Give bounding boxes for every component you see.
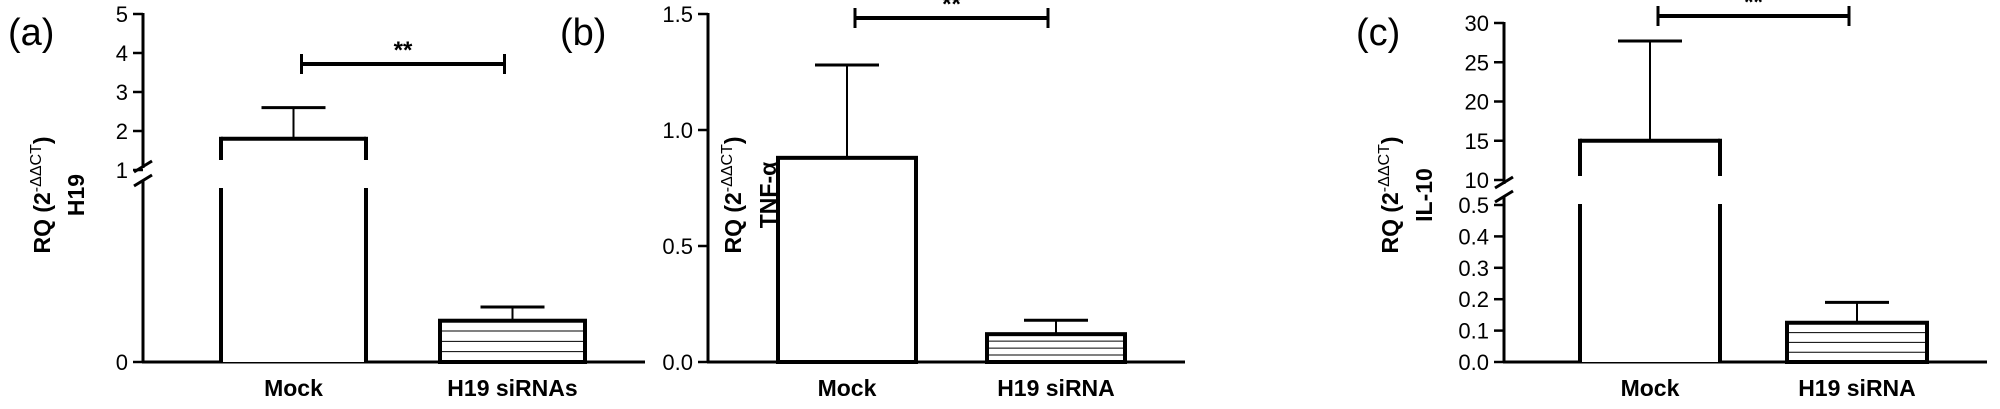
axis-break-mark — [1494, 189, 1514, 204]
y-axis-title-base: RQ (2 — [1377, 192, 1403, 253]
y-axis-gene-label: IL-10 — [1411, 168, 1437, 222]
chart-panel-3: (c) 10 15 20 25 30 0.0 0.1 0.2 0.3 0.4 0.5 Mock H19 s… — [1356, 0, 1987, 401]
y-axis-title-superscript: -ΔΔCT — [28, 144, 45, 192]
bar-fill — [221, 138, 366, 362]
x-category-label: Mock — [1621, 375, 1680, 401]
y-tick-label: 1.5 — [662, 2, 693, 27]
y-tick-label: 0.5 — [662, 234, 693, 259]
y-tick-label: 30 — [1465, 11, 1489, 36]
y-axis-title-close: ) — [29, 136, 55, 144]
panel-label: (a) — [8, 12, 54, 54]
y-axis-title-close: ) — [1377, 136, 1403, 144]
y-tick-label: 0.0 — [1458, 350, 1489, 375]
x-category-label: H19 siRNA — [997, 375, 1115, 401]
x-category-label: H19 siRNA — [1798, 375, 1916, 401]
significance-marker: ** — [942, 0, 961, 18]
y-axis-title-base: RQ (2 — [29, 192, 55, 253]
y-tick-label: 0.0 — [662, 350, 693, 375]
y-tick-label: 10 — [1465, 168, 1489, 193]
y-axis-title-superscript: -ΔΔCT — [719, 144, 736, 192]
panel-label: (b) — [560, 12, 606, 54]
y-axis-title-superscript: -ΔΔCT — [1376, 144, 1393, 192]
y-tick-label: 0.3 — [1458, 256, 1489, 281]
y-axis-title: RQ (2-ΔΔCT) — [719, 136, 746, 253]
y-tick-label: 5 — [116, 2, 128, 27]
y-tick-label: 0.5 — [1458, 193, 1489, 218]
y-tick-label: 4 — [116, 41, 128, 66]
bar — [776, 155, 918, 364]
y-axis-title: RQ (2-ΔΔCT) — [1376, 136, 1403, 253]
y-tick-label: 25 — [1465, 50, 1489, 75]
chart-panel-2: (b) 0.0 0.5 1.0 1.5 Mock H19 siRNA ** RQ (2-ΔΔCT… — [560, 0, 1185, 401]
y-tick-label: 0.2 — [1458, 287, 1489, 312]
significance-marker: ** — [1744, 0, 1763, 16]
axis-break-mark — [133, 173, 153, 188]
y-tick-label: 15 — [1465, 129, 1489, 154]
y-tick-label: 1.0 — [662, 118, 693, 143]
x-category-label: H19 siRNAs — [447, 375, 577, 401]
panel-label: (c) — [1356, 12, 1400, 54]
y-axis-title: RQ (2-ΔΔCT) — [28, 136, 55, 253]
y-tick-label: 3 — [116, 80, 128, 105]
y-axis-gene-label: TNF-α — [755, 162, 781, 229]
y-tick-label: 0.4 — [1458, 224, 1489, 249]
y-tick-label: 2 — [116, 119, 128, 144]
x-category-label: Mock — [264, 375, 323, 401]
y-tick-label: 0 — [116, 350, 128, 375]
bar-fill — [1580, 140, 1720, 362]
y-tick-label: 20 — [1465, 90, 1489, 115]
significance-marker: ** — [394, 37, 413, 64]
y-axis-gene-label: H19 — [63, 174, 89, 216]
y-axis-title-close: ) — [720, 136, 746, 144]
x-category-label: Mock — [818, 375, 877, 401]
y-tick-label: 1 — [116, 158, 128, 183]
y-tick-label: 0.1 — [1458, 319, 1489, 344]
chart-panel-1: (a) 1 2 3 4 5 0 Mock H19 siRNAs ** RQ (2-ΔΔCT) H19 — [8, 2, 645, 401]
axis-break-mark — [1494, 175, 1514, 190]
y-axis-title-base: RQ (2 — [720, 192, 746, 253]
